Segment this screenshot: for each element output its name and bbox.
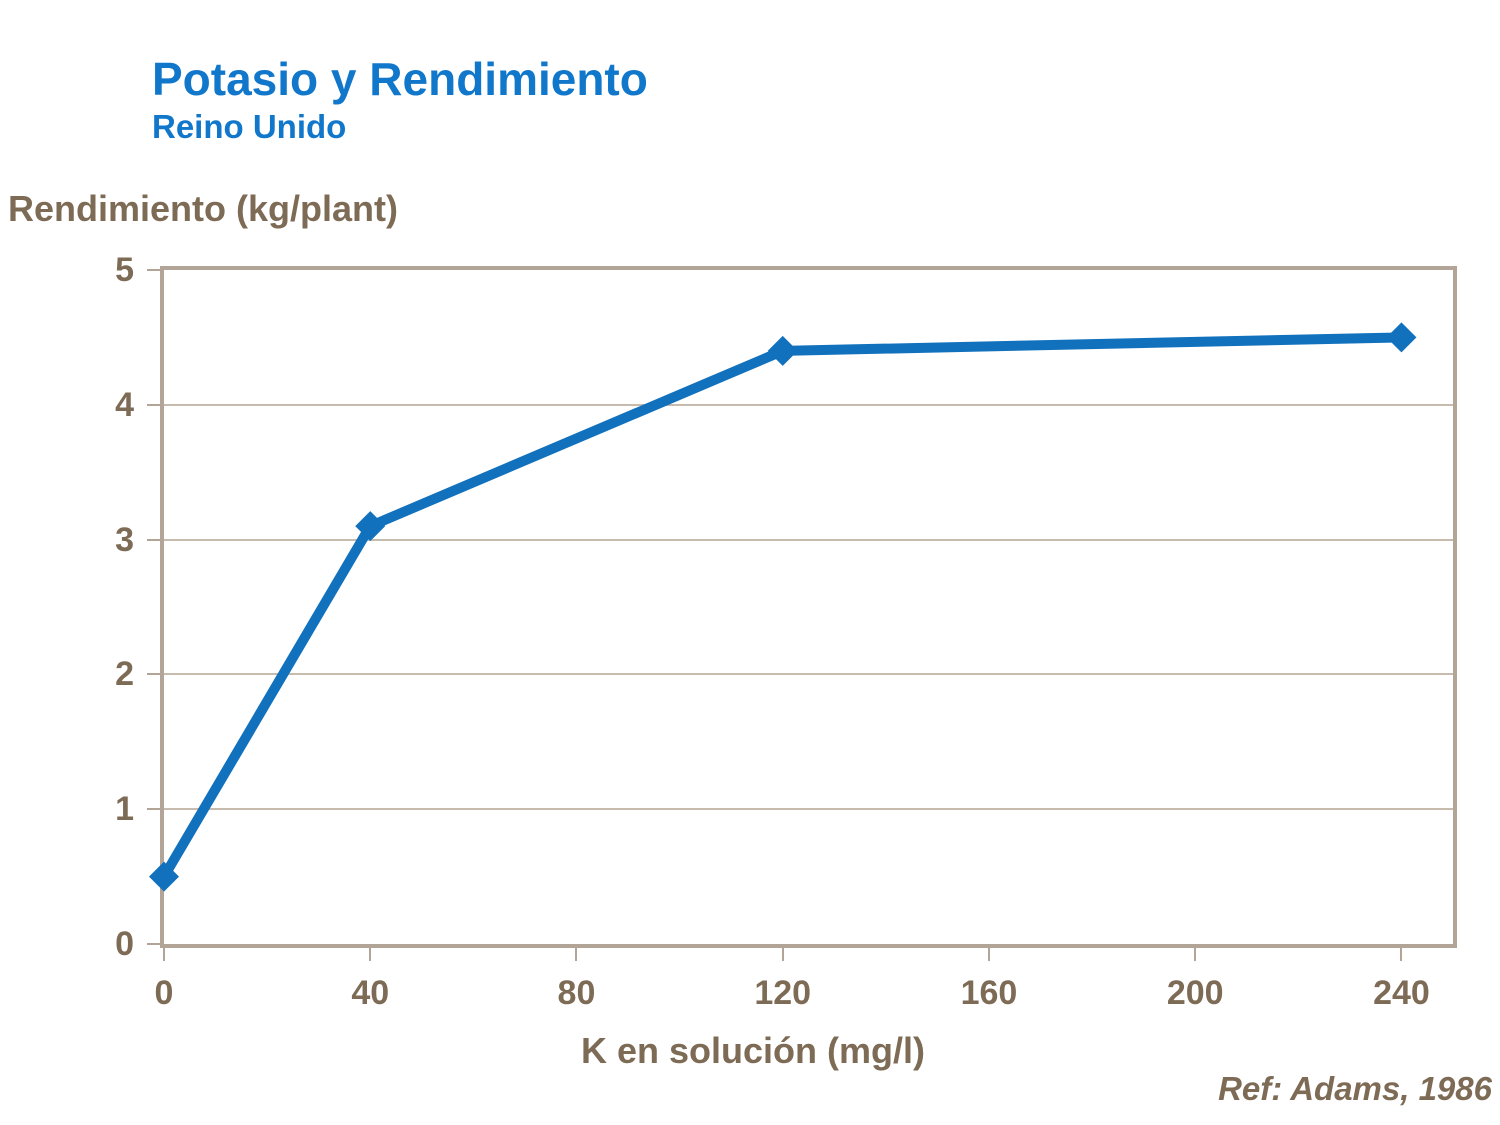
data-point-marker	[1386, 322, 1417, 353]
gridline-y-1	[164, 808, 1453, 811]
y-tick-label: 5	[115, 251, 134, 289]
y-tick-mark	[147, 403, 160, 406]
x-tick-mark	[1400, 948, 1403, 961]
x-tick-mark	[575, 948, 578, 961]
yield-line-chart	[149, 322, 1417, 892]
y-tick-mark	[147, 538, 160, 541]
x-tick-mark	[369, 948, 372, 961]
data-point-marker	[355, 511, 386, 542]
x-tick-mark	[781, 948, 784, 961]
reference-note: Ref: Adams, 1986	[1218, 1070, 1492, 1107]
gridline-y-3	[164, 538, 1453, 541]
gridline-y-2	[164, 673, 1453, 676]
y-tick-label: 4	[115, 385, 134, 424]
y-tick-mark	[147, 269, 160, 271]
x-tick-label: 120	[754, 974, 812, 1012]
plot-area: 0 1 2 3 4 5 0 40 80 120 160 200 240	[115, 253, 1457, 1010]
y-tick-label: 2	[115, 655, 134, 694]
x-tick-label: 160	[960, 974, 1018, 1012]
chart-subtitle: Reino Unido	[152, 108, 347, 145]
data-point-marker	[767, 335, 798, 366]
x-tick-label: 40	[351, 974, 390, 1012]
x-tick-label: 240	[1373, 974, 1430, 1012]
y-tick-label: 1	[115, 790, 134, 829]
chart-title: Potasio y Rendimiento	[152, 53, 648, 105]
x-tick-mark	[1194, 948, 1197, 961]
y-tick-label: 0	[115, 925, 134, 963]
x-tick-label: 0	[154, 974, 174, 1012]
x-tick-mark	[987, 948, 990, 961]
x-tick-mark	[163, 948, 165, 961]
x-axis-title: K en solución (mg/l)	[580, 1030, 926, 1071]
data-point-marker	[149, 861, 179, 892]
x-tick-label: 80	[557, 974, 596, 1012]
x-tick-label: 200	[1166, 974, 1224, 1012]
gridline-y-4	[164, 403, 1453, 406]
y-tick-mark	[147, 943, 160, 945]
yield-line	[159, 332, 1402, 880]
plot-inner: 0 1 2 3 4 5 0 40 80 120 160 200 240	[115, 253, 1453, 1010]
y-axis-title: Rendimiento (kg/plant)	[8, 188, 398, 229]
y-tick-mark	[147, 673, 160, 676]
y-tick-mark	[147, 808, 160, 811]
y-tick-label: 3	[115, 520, 134, 559]
